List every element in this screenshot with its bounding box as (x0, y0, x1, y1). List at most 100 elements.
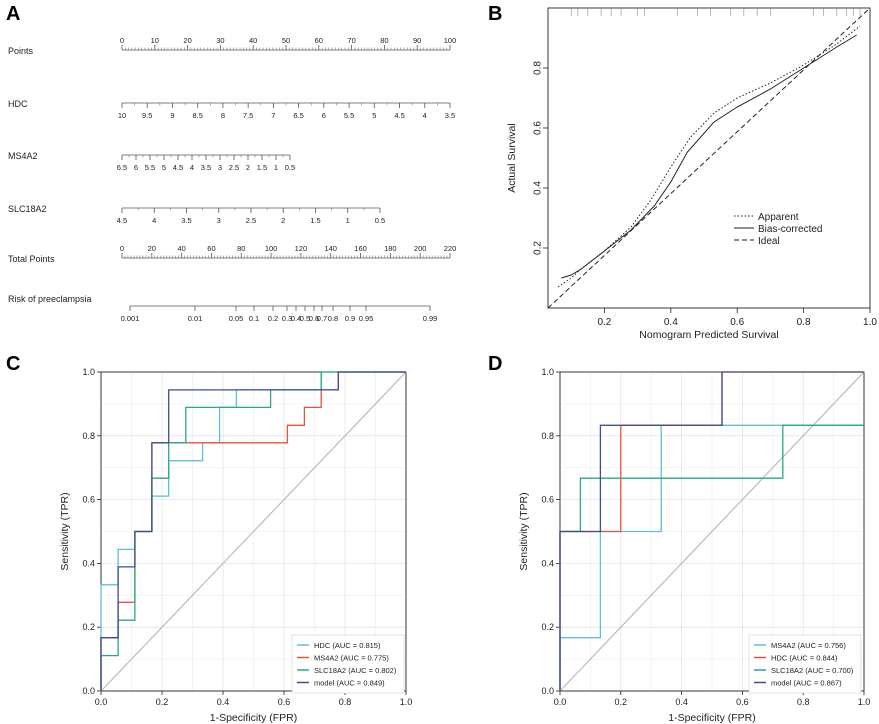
nomogram-tick-label: 1 (346, 216, 350, 225)
roc-legend-box (748, 634, 862, 694)
nomogram-tick-label: 2 (281, 216, 285, 225)
nomogram-tick-label: 0.001 (121, 314, 140, 323)
nomogram-tick-label: 4.5 (394, 111, 404, 120)
panel-label-a: A (6, 3, 20, 25)
nomogram-tick-label: 60 (315, 36, 323, 45)
calibration-legend-label: Ideal (758, 236, 780, 247)
nomogram-tick-label: 0.8 (328, 314, 338, 323)
nomogram-row-label: MS4A2 (8, 151, 38, 161)
nomogram-tick-label: 1 (274, 163, 278, 172)
roc-x-tick-label: 0.6 (736, 697, 749, 707)
calibration-legend-label: Apparent (758, 212, 799, 223)
roc-x-tick-label: 0.8 (339, 697, 352, 707)
nomogram-tick-label: 6.5 (293, 111, 303, 120)
roc-panel-d: 0.0 0.2 0.4 0.6 0.8 1.0 0.0 0.2 0.4 0.6 0.8 1.0 1-Sp… (518, 367, 870, 724)
nomogram-tick-label: 8.5 (192, 111, 202, 120)
nomogram-tick-label: 0.6 (309, 314, 319, 323)
nomogram-tick-label: 3 (218, 163, 222, 172)
nomogram-tick-label: 0.01 (188, 314, 203, 323)
nomogram-tick-label: 0.7 (317, 314, 327, 323)
nomogram-tick-label: 60 (207, 244, 215, 253)
roc-x-tick-label: 1.0 (400, 697, 413, 707)
calibration-x-tick-label: 0.6 (730, 317, 744, 328)
roc-reference-diagonal (100, 371, 407, 692)
nomogram-tick-label: 8 (221, 111, 225, 120)
nomogram-tick-label: 5 (372, 111, 376, 120)
roc-legend-box (291, 634, 405, 694)
nomogram-tick-label: 20 (183, 36, 191, 45)
roc-x-tick-label: 0.4 (217, 697, 230, 707)
nomogram-tick-label: 4.5 (117, 216, 127, 225)
roc-y-tick-label: 0.6 (82, 495, 95, 505)
roc-x-tick-label: 0.0 (95, 697, 108, 707)
roc-y-axis-title: Sensitivity (TPR) (518, 492, 530, 570)
nomogram-tick-label: 7.5 (243, 111, 253, 120)
roc-y-tick-label: 0.6 (541, 495, 554, 505)
nomogram-tick-label: 120 (295, 244, 308, 253)
nomogram-tick-label: 40 (177, 244, 185, 253)
nomogram-tick-label: 80 (380, 36, 388, 45)
calibration-y-tick-label: 0.4 (533, 181, 544, 195)
nomogram-tick-label: 0.1 (249, 314, 259, 323)
roc-legend-label: SLC18A2 (AUC = 0.802) (314, 666, 397, 675)
roc-x-tick-label: 0.8 (797, 697, 810, 707)
nomogram-row-label: HDC (8, 99, 28, 109)
roc-y-tick-label: 0.8 (541, 431, 554, 441)
roc-y-tick-label: 0.4 (82, 558, 95, 568)
roc-legend-label: model (AUC = 0.867) (771, 679, 842, 688)
nomogram-tick-label: 220 (444, 244, 457, 253)
roc-y-tick-label: 0.0 (541, 686, 554, 696)
nomogram-tick-label: 2.5 (229, 163, 239, 172)
nomogram-tick-label: 3.5 (445, 111, 455, 120)
calibration-plot-frame (547, 7, 871, 309)
roc-x-tick-label: 0.4 (675, 697, 688, 707)
panel-label-d: D (488, 353, 502, 375)
nomogram-tick-label: 0.95 (359, 314, 374, 323)
nomogram-tick-label: 4 (190, 163, 194, 172)
nomogram-tick-label: 0.5 (375, 216, 385, 225)
nomogram-tick-label: 6 (134, 163, 138, 172)
nomogram-tick-label: 30 (216, 36, 224, 45)
nomogram-tick-label: 0.05 (229, 314, 244, 323)
calibration-y-axis-title: Actual Survival (506, 123, 518, 192)
nomogram-tick-label: 0.99 (423, 314, 438, 323)
roc-panel-c: 0.0 0.2 0.4 0.6 0.8 1.0 0.0 0.2 0.4 0.6 0.8 1.0 1-Sp… (59, 367, 412, 724)
nomogram-tick-label: 0.5 (285, 163, 295, 172)
roc-x-tick-label: 0.2 (156, 697, 169, 707)
roc-plot-frame (100, 371, 407, 692)
calibration-x-tick-label: 0.8 (797, 317, 811, 328)
roc-legend-label: MS4A2 (AUC = 0.775) (314, 654, 389, 663)
nomogram-tick-label: 9.5 (142, 111, 152, 120)
calibration-x-axis-title: Nomogram Predicted Survival (639, 329, 778, 341)
calibration-panel: 0.2 0.4 0.6 0.8 1.0 0.2 0.4 0.6 0.8 Nomogram Pred… (506, 7, 877, 341)
roc-x-axis-title: 1-Specificity (FPR) (668, 712, 756, 724)
roc-x-tick-label: 0.0 (554, 697, 567, 707)
calibration-x-tick-label: 0.4 (664, 317, 678, 328)
nomogram-row-label: Risk of preeclampsia (8, 294, 92, 304)
roc-legend-label: SLC18A2 (AUC = 0.700) (771, 666, 854, 675)
nomogram-row-label: SLC18A2 (8, 204, 47, 214)
calibration-y-tick-label: 0.6 (533, 121, 544, 135)
nomogram-tick-label: 3.5 (201, 163, 211, 172)
roc-y-tick-label: 0.8 (82, 431, 95, 441)
roc-y-tick-label: 0.2 (541, 622, 554, 632)
nomogram-tick-label: 140 (324, 244, 337, 253)
roc-y-axis-title: Sensitivity (TPR) (59, 492, 71, 570)
panel-label-b: B (488, 3, 502, 25)
nomogram-tick-label: 70 (347, 36, 355, 45)
nomogram-tick-label: 7 (271, 111, 275, 120)
roc-curve-1 (100, 371, 406, 691)
roc-y-tick-label: 1.0 (82, 367, 95, 377)
calibration-series-apparent (557, 25, 861, 288)
roc-legend-label: HDC (AUC = 0.815) (314, 641, 381, 650)
nomogram-tick-label: 2.5 (246, 216, 256, 225)
nomogram-tick-label: 0.4 (291, 314, 301, 323)
roc-y-tick-label: 0.2 (82, 622, 95, 632)
nomogram-tick-label: 4 (423, 111, 427, 120)
nomogram-row-label: Total Points (8, 254, 55, 264)
nomogram-tick-label: 9 (170, 111, 174, 120)
roc-y-tick-label: 0.4 (541, 558, 554, 568)
nomogram-tick-label: 100 (444, 36, 457, 45)
nomogram-tick-label: 80 (237, 244, 245, 253)
